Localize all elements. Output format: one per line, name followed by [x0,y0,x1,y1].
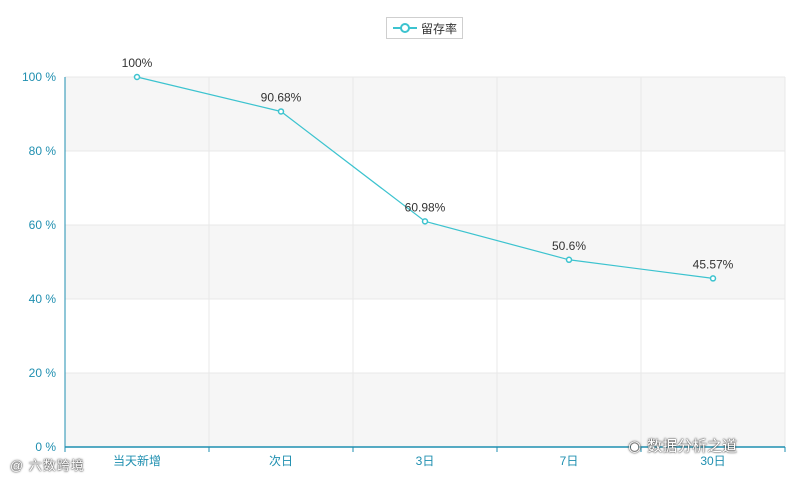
watermark-right: ◉ 数据分析之道 [628,435,737,456]
legend-line-icon [393,22,417,34]
x-tick-label: 当天新增 [113,453,161,468]
y-tick-label: 0 % [35,440,56,454]
watermark-right-text: 数据分析之道 [647,438,738,455]
y-tick-label: 80 % [29,144,57,158]
data-label: 90.68% [261,90,302,104]
data-point [421,218,429,225]
y-tick-label: 100 % [22,70,56,84]
x-tick-label: 3日 [416,454,435,468]
data-label: 50.6% [552,239,586,253]
y-tick-label: 60 % [29,218,57,232]
x-tick-label: 30日 [700,454,725,468]
grid-band [65,373,785,447]
data-point [709,275,717,282]
data-label: 45.57% [693,257,734,271]
wechat-icon: ◉ [628,437,642,455]
y-tick-label: 20 % [29,366,57,380]
chart-legend[interactable]: 留存率 [386,17,463,39]
data-label: 60.98% [405,200,446,214]
data-point [565,256,573,264]
x-tick-label: 次日 [269,454,293,468]
legend-label: 留存率 [421,21,458,36]
y-tick-label: 40 % [29,292,57,306]
grid-band [65,225,785,299]
data-point [277,108,285,115]
data-point [133,73,141,81]
x-tick-label: 7日 [560,454,579,468]
watermark-left: @ 六数跨境 [10,458,85,473]
grid-band [65,77,785,151]
data-label: 100% [122,56,153,70]
